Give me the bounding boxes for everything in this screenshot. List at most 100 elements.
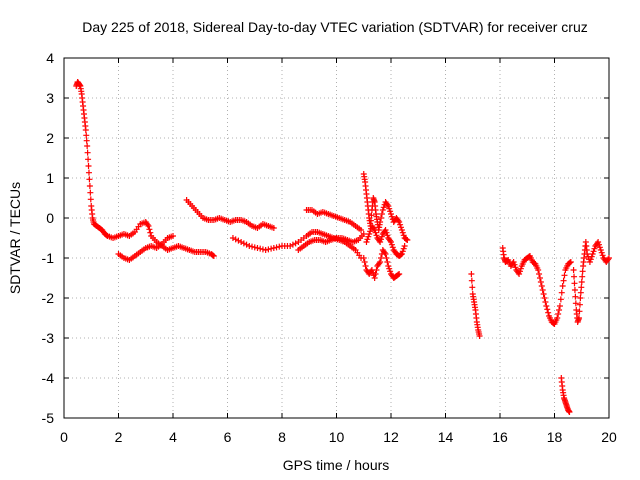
x-tick-labels: 0 2 4 6 8 10 12 14 16 18 20 [60,429,617,445]
data-point [566,409,573,415]
data-point [144,221,151,228]
data-point [543,303,550,309]
data-point [270,245,277,251]
data-point [235,237,242,244]
data-point [360,231,367,237]
data-point [591,245,598,252]
x-tick-label: 4 [169,429,177,445]
y-tick-label: 2 [46,130,54,146]
x-tick-label: 2 [115,429,123,445]
data-point [358,227,365,233]
data-point [243,241,250,248]
data-point [84,149,91,156]
data-point [385,263,392,269]
data-point [605,256,612,263]
data-point [596,241,603,248]
data-point [372,229,379,236]
series-arc-19 [570,239,612,325]
data-point [510,259,517,265]
data-point [541,295,548,301]
data-point [590,248,597,255]
data-point [145,223,152,229]
data-point [397,251,404,258]
series-deep-18 [558,375,573,415]
data-point [369,269,376,276]
data-point [387,208,394,215]
data-point [378,255,385,261]
data-point [578,279,585,285]
series-arc-6 [303,207,365,233]
data-point [210,253,217,259]
data-point [516,271,523,277]
data-point [535,267,542,273]
data-point [246,243,253,249]
data-point [388,241,395,248]
data-point [401,243,408,249]
data-point [395,217,402,224]
data-point [468,271,475,277]
data-point [398,227,405,233]
data-point [469,284,476,291]
data-point [571,280,578,287]
data-point [257,245,264,252]
axis-ticks [63,57,610,419]
data-point [376,260,383,267]
x-tick-label: 14 [438,429,454,445]
data-point [398,251,405,257]
data-point [378,233,385,240]
data-point [385,203,392,209]
series-arc-3 [183,197,277,231]
data-point [379,207,386,213]
data-point [87,196,94,203]
data-point [387,268,394,275]
data-point [270,225,277,231]
data-point [606,255,612,261]
data-point [579,268,586,275]
data-point [567,259,574,265]
data-point [273,244,280,251]
data-point [254,245,261,251]
data-point [86,183,93,189]
data-point [557,296,564,303]
data-point [384,201,391,208]
data-point [170,233,176,239]
series-cluster-11-12-b [360,247,403,281]
data-point [589,251,596,257]
data-point [556,307,563,313]
data-point [378,236,385,243]
data-point [381,249,388,256]
data-point [373,232,380,239]
series-arc-16 [499,245,574,327]
y-tick-label: -5 [42,410,55,426]
data-point [85,163,92,169]
data-point [377,219,384,225]
data-point [86,176,93,183]
data-point [512,264,519,271]
data-point [364,236,371,243]
data-point [370,225,377,232]
series-arc-5 [295,231,367,253]
data-marks [73,79,612,415]
data-point [397,221,404,228]
series-cluster-11-12-c [363,223,408,259]
x-tick-label: 20 [601,429,617,445]
data-point [368,212,375,219]
series-arc-2 [115,233,176,263]
data-point [365,233,372,240]
data-point [597,247,604,253]
data-point [542,299,549,305]
data-point [545,309,552,316]
data-point [368,217,375,224]
data-point [259,246,266,253]
data-point [87,189,94,196]
data-point [537,279,544,285]
data-point [536,275,543,281]
data-point [395,271,402,278]
data-point [265,246,272,253]
data-point [377,259,384,265]
data-point [147,229,154,236]
data-point [372,271,379,277]
data-point [577,289,584,296]
series-arc-4 [229,229,365,261]
